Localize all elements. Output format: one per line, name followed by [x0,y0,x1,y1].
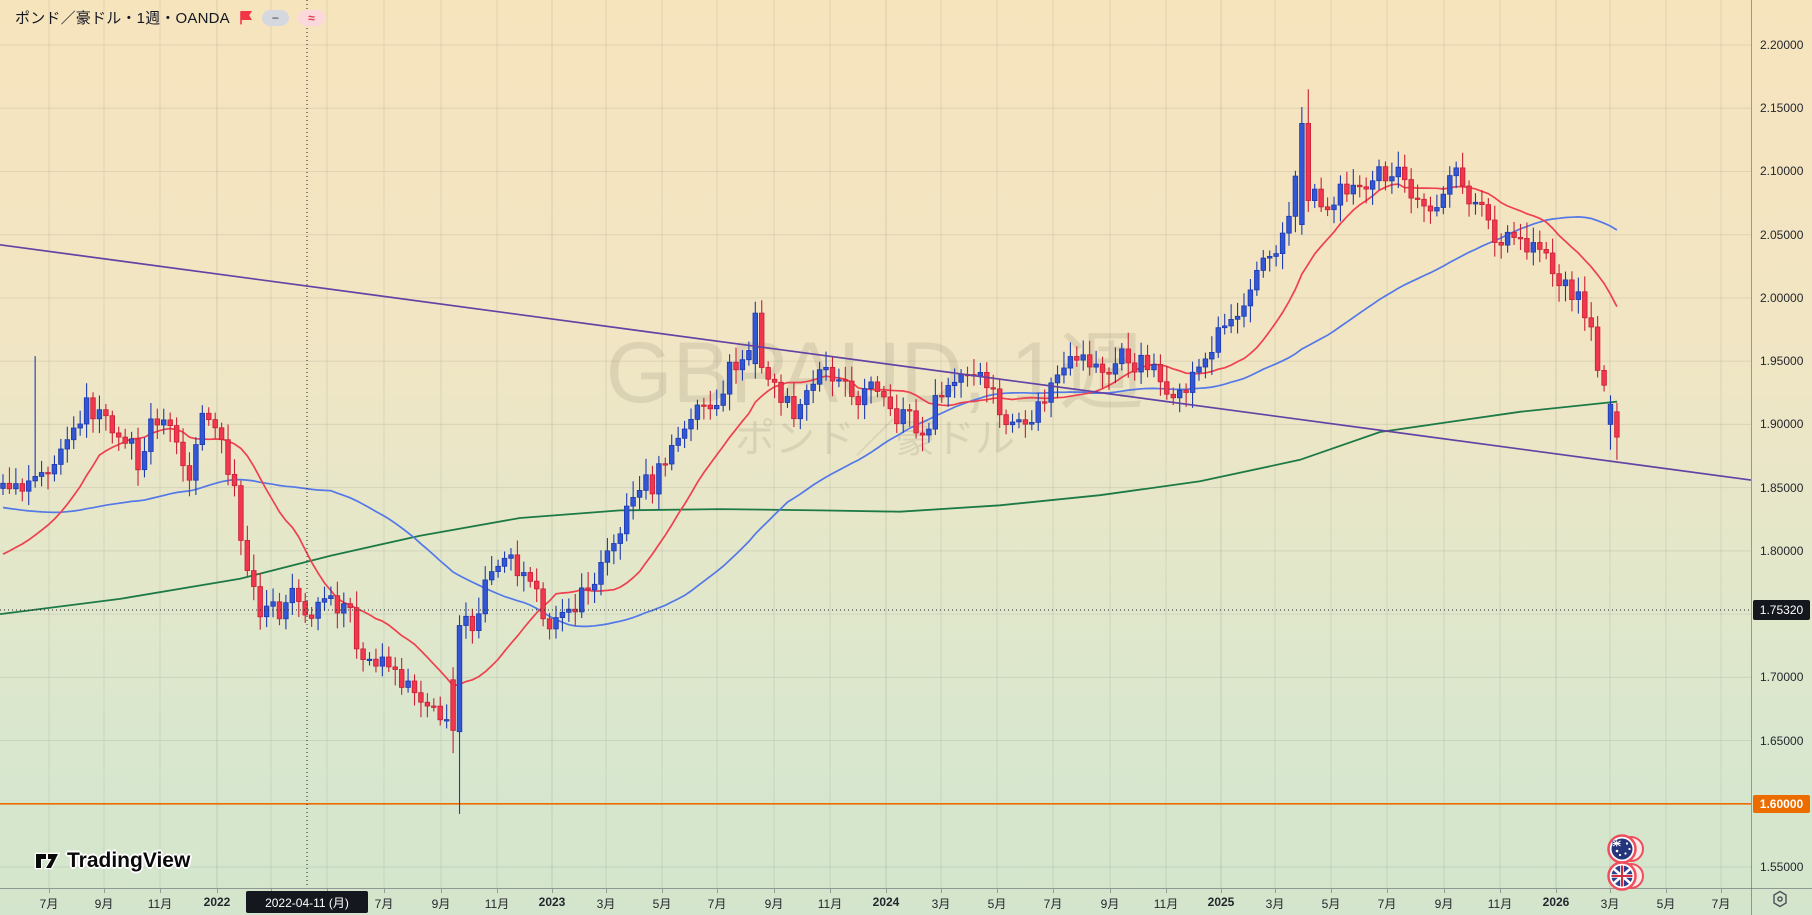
tradingview-logo-text: TradingView [67,849,191,872]
price-tick-label: 2.20000 [1760,38,1804,53]
time-tick [997,889,998,893]
time-tick-label: 9月 [1100,897,1120,911]
time-tick [49,889,50,893]
mid-ma-line [2,216,1618,628]
time-tick [662,889,663,893]
time-tick [1387,889,1388,893]
time-tick [830,889,831,893]
time-tick [1444,889,1445,893]
price-tick-label: 1.65000 [1760,733,1804,748]
time-tick-label: 11月 [1153,897,1179,911]
time-tick [1331,889,1332,893]
symbol-title[interactable]: ポンド／豪ドル・1週・OANDA [15,10,230,27]
time-tick [1166,889,1167,893]
price-tick-label: 2.15000 [1760,101,1804,116]
price-tick-label: 1.80000 [1760,543,1804,558]
flag-icon[interactable] [239,10,253,25]
price-tick-label: 2.05000 [1760,227,1804,242]
price-axis[interactable]: 2.20000 2.15000 2.10000 2.05000 2.00000 1.950… [1751,0,1812,915]
time-tick-label: 5月 [1321,897,1341,911]
time-tick [886,889,887,893]
time-tick-label: 2024 [872,895,900,909]
time-tick-label: 9月 [94,897,114,911]
time-axis[interactable]: 7月 9月 11月 2022 7月 9月 11月 2023 3月 5月 7月 9月 11月 2024 3月 5… [0,888,1812,915]
crosshair-price-badge: 1.75320 [1753,600,1810,620]
trendline [0,243,1752,481]
time-tick [552,889,553,893]
approx-data-icon: ≈ [297,9,325,26]
time-tick [497,889,498,893]
time-tick-label: 3月 [1265,897,1285,911]
time-tick-label: 7月 [374,897,394,911]
watermark-subtitle: ポンド／豪ドル [735,417,1015,461]
time-tick [1221,889,1222,893]
time-tick [774,889,775,893]
time-tick-label: 5月 [1656,897,1676,911]
crosshair-date-badge: 2022-04-11 (月) [246,891,368,913]
time-tick [717,889,718,893]
time-tick-label: 3月 [931,897,951,911]
time-tick-label: 7月 [1711,897,1731,911]
candles-up [0,107,1614,814]
time-tick-label: 3月 [1600,897,1620,911]
level-price-badge: 1.60000 [1753,795,1810,813]
time-tick-label: 11月 [484,897,510,911]
time-tick-label: 7月 [707,897,727,911]
candles-down [6,89,1620,754]
time-tick [1053,889,1054,893]
time-tick-label: 5月 [652,897,672,911]
time-tick-label: 3月 [596,897,616,911]
time-tick-label: 9月 [431,897,451,911]
time-tick [1610,889,1611,893]
time-tick-label: 11月 [147,897,173,911]
time-tick [217,889,218,893]
time-tick [1666,889,1667,893]
time-tick-label: 7月 [1377,897,1397,911]
time-tick [941,889,942,893]
price-tick-label: 1.85000 [1760,480,1804,495]
price-tick-label: 2.10000 [1760,164,1804,179]
time-tick-label: 2023 [538,895,566,909]
time-tick-label: 11月 [817,897,843,911]
time-tick [1110,889,1111,893]
time-tick [1556,889,1557,893]
time-tick-label: 11月 [1487,897,1513,911]
time-tick-label: 7月 [1043,897,1063,911]
price-tick-label: 2.00000 [1760,290,1804,305]
time-tick [160,889,161,893]
time-tick-label: 2022 [203,895,231,909]
tradingview-logo-icon [34,852,60,870]
price-tick-label: 1.95000 [1760,354,1804,369]
price-tick-label: 1.90000 [1760,417,1804,432]
chart-legend: ポンド／豪ドル・1週・OANDA − ≈ [15,7,325,28]
gbp-flag-icon [1607,861,1644,891]
time-tick [384,889,385,893]
time-tick-label: 7月 [39,897,59,911]
time-tick [104,889,105,893]
time-tick-label: 9月 [1434,897,1454,911]
time-tick [1275,889,1276,893]
axis-settings-gear-icon[interactable] [1770,889,1790,909]
market-closed-icon: − [261,9,289,26]
slow-ma-line [0,400,1618,615]
price-tick-label: 1.70000 [1760,670,1804,685]
event-flag-markers[interactable] [1596,830,1652,892]
time-tick [1721,889,1722,893]
price-tick-label: 1.55000 [1760,860,1804,874]
aud-flag-icon [1607,834,1644,864]
time-tick [1500,889,1501,893]
time-tick-label: 2026 [1542,895,1570,909]
time-tick [441,889,442,893]
time-tick [606,889,607,893]
time-tick-label: 9月 [764,897,784,911]
fast-ma-line [2,183,1618,687]
time-tick-label: 5月 [987,897,1007,911]
time-tick-label: 2025 [1207,895,1235,909]
tradingview-logo[interactable]: TradingView [34,849,190,873]
